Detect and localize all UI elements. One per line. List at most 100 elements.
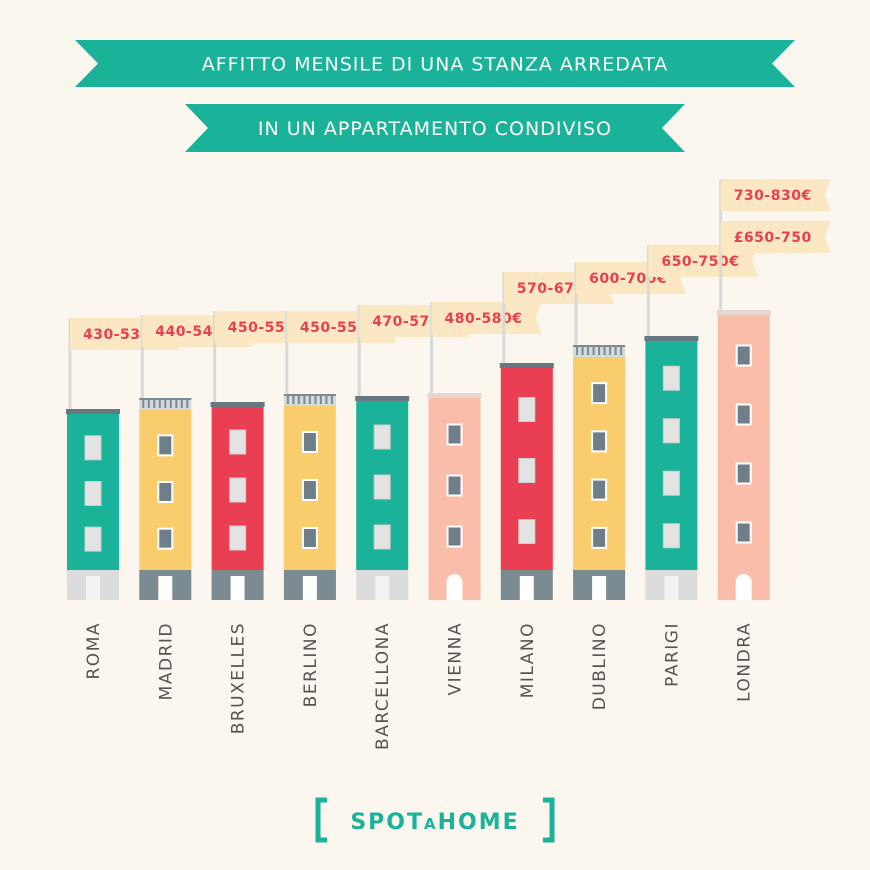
- price-label: 480-580€: [445, 311, 523, 327]
- building-roof: [644, 336, 699, 341]
- building-roof: [355, 396, 410, 401]
- balcony-rail: [587, 346, 590, 355]
- window: [593, 480, 606, 499]
- building-roof: [427, 393, 482, 398]
- window: [229, 477, 247, 503]
- balcony-rail: [180, 399, 183, 408]
- door: [664, 576, 679, 600]
- balcony-rail: [330, 395, 333, 404]
- building-roof: [66, 409, 120, 414]
- window: [159, 483, 172, 501]
- buildings: 430-530€ROMA440-540€MADRID450-550€BRUXEL…: [66, 179, 831, 750]
- building-roof: [716, 310, 771, 315]
- window: [84, 481, 102, 506]
- window: [448, 476, 461, 495]
- balcony-rail: [325, 395, 328, 404]
- logo-bracket-right: [543, 797, 555, 843]
- balcony-rail: [314, 395, 317, 404]
- window: [518, 458, 536, 483]
- door: [230, 576, 245, 600]
- door: [519, 576, 534, 600]
- balcony-rail: [603, 346, 606, 355]
- window: [159, 436, 172, 455]
- window: [448, 425, 461, 444]
- balcony-top: [573, 345, 626, 347]
- balcony-rail: [175, 399, 178, 408]
- window: [84, 526, 102, 552]
- window: [662, 365, 680, 391]
- window: [518, 519, 536, 544]
- title-ribbon-1: AFFITTO MENSILE DI UNA STANZA ARREDATA: [75, 40, 795, 87]
- price-flag: [720, 179, 831, 211]
- city-label: BERLINO: [301, 622, 321, 707]
- window: [373, 474, 391, 500]
- balcony-top: [139, 398, 192, 400]
- balcony-rail: [186, 399, 189, 408]
- balcony-rail: [308, 395, 311, 404]
- balcony-rail: [164, 399, 167, 408]
- city-label: MILANO: [518, 622, 538, 698]
- door: [158, 576, 173, 600]
- window: [303, 481, 316, 499]
- balcony-rail: [303, 395, 306, 404]
- city-label: LONDRA: [735, 622, 755, 702]
- door: [375, 576, 390, 600]
- window: [229, 525, 247, 551]
- window: [662, 418, 680, 444]
- window: [373, 424, 391, 450]
- door: [86, 576, 100, 600]
- window: [662, 523, 680, 549]
- window: [737, 405, 750, 424]
- price-label: 730-830€: [734, 188, 812, 204]
- price-label: 650-750€: [661, 254, 739, 270]
- city-label: VIENNA: [446, 622, 466, 695]
- building-roof: [210, 402, 265, 407]
- window: [593, 432, 606, 451]
- city-label: ROMA: [84, 622, 104, 680]
- price-flag: [431, 302, 542, 334]
- balcony-rail: [297, 395, 300, 404]
- balcony-top: [283, 394, 336, 396]
- window: [737, 346, 750, 365]
- door: [446, 574, 463, 600]
- balcony-rail: [158, 399, 161, 408]
- window: [373, 524, 391, 550]
- city-label: MADRID: [156, 622, 176, 700]
- balcony-rail: [142, 399, 145, 408]
- price-label: £650-750: [734, 230, 812, 246]
- window: [303, 529, 316, 547]
- building-roof: [499, 363, 554, 368]
- balcony-rail: [286, 395, 289, 404]
- window: [593, 528, 606, 547]
- balcony-rail: [169, 399, 172, 408]
- window: [229, 429, 247, 455]
- balcony-rail: [620, 346, 623, 355]
- window: [593, 384, 606, 403]
- door: [592, 576, 607, 600]
- balcony-rail: [614, 346, 617, 355]
- window: [662, 470, 680, 496]
- city-label: PARIGI: [662, 622, 682, 687]
- title-ribbon-2: IN UN APPARTAMENTO CONDIVISO: [185, 104, 685, 152]
- window: [518, 397, 536, 422]
- balcony-rail: [609, 346, 612, 355]
- balcony-rail: [592, 346, 595, 355]
- city-label: BARCELLONA: [373, 622, 393, 750]
- door: [302, 576, 317, 600]
- city-label: BRUXELLES: [229, 622, 249, 734]
- window: [303, 433, 316, 451]
- ribbon-shape: [185, 104, 685, 152]
- balcony-rail: [581, 346, 584, 355]
- window: [737, 523, 750, 542]
- city-label: DUBLINO: [590, 622, 610, 710]
- balcony-rail: [153, 399, 156, 408]
- chart-title: AFFITTO MENSILE DI UNA STANZA ARREDATA: [202, 54, 668, 76]
- ribbon-shape: [75, 40, 795, 87]
- logo-text: SPOTAHOME: [350, 810, 519, 835]
- balcony-rail: [147, 399, 150, 408]
- logo-bracket-left: [315, 797, 327, 843]
- chart-subtitle: IN UN APPARTAMENTO CONDIVISO: [258, 118, 612, 140]
- door: [735, 574, 752, 600]
